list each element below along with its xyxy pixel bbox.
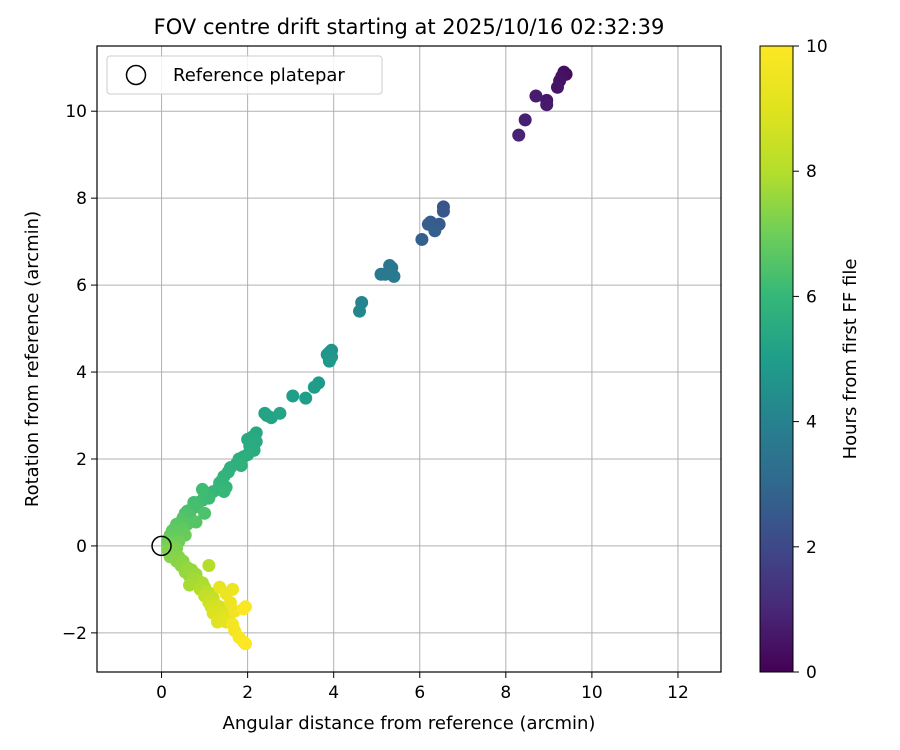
data-point xyxy=(353,304,367,318)
colorbar-tick-label: 4 xyxy=(806,413,817,433)
data-point xyxy=(550,80,564,94)
data-point xyxy=(202,558,216,572)
x-tick-label: 6 xyxy=(414,683,425,703)
colorbar-tick-label: 0 xyxy=(806,663,817,683)
data-point xyxy=(286,389,300,403)
legend-label-reference: Reference platepar xyxy=(173,65,345,86)
x-tick-label: 12 xyxy=(667,683,689,703)
x-tick-label: 0 xyxy=(156,683,167,703)
colorbar xyxy=(759,45,794,673)
y-tick-label: 8 xyxy=(76,189,87,209)
x-axis-ticks: 0 2 4 6 8 10 12 xyxy=(156,672,689,703)
data-point xyxy=(436,204,450,218)
data-point xyxy=(226,582,240,596)
data-point xyxy=(238,637,252,651)
data-point xyxy=(307,380,321,394)
colorbar-tick-label: 6 xyxy=(806,287,817,307)
plot-frame xyxy=(96,45,722,673)
data-point xyxy=(195,482,209,496)
legend-marker-reference xyxy=(125,64,147,86)
data-point xyxy=(234,459,248,473)
data-point xyxy=(322,354,336,368)
x-tick-label: 2 xyxy=(242,683,253,703)
y-tick-label: 6 xyxy=(76,276,87,296)
x-tick-label: 8 xyxy=(500,683,511,703)
x-tick-label: 10 xyxy=(581,683,603,703)
colorbar-tick-label: 10 xyxy=(806,37,828,57)
y-tick-label: −2 xyxy=(62,624,87,644)
data-point xyxy=(273,406,287,420)
data-point xyxy=(529,89,543,103)
colorbar-ticks: 0 2 4 6 8 10 xyxy=(793,37,828,683)
y-axis-label: Rotation from reference (arcmin) xyxy=(22,211,43,507)
data-point xyxy=(540,98,554,112)
data-point xyxy=(387,269,401,283)
y-axis-ticks: −2 0 2 4 6 8 10 xyxy=(62,102,97,644)
y-tick-label: 4 xyxy=(76,363,87,383)
legend-box xyxy=(106,55,383,95)
colorbar-tick-label: 8 xyxy=(806,162,817,182)
y-tick-label: 0 xyxy=(76,537,87,557)
grid xyxy=(97,46,721,672)
data-point xyxy=(512,128,526,142)
data-point xyxy=(518,113,532,127)
data-point xyxy=(183,578,197,592)
reference-marker-group xyxy=(151,535,172,557)
x-axis-label: Angular distance from reference (arcmin) xyxy=(223,713,596,734)
reference-platepar-marker xyxy=(151,535,172,557)
data-point xyxy=(415,232,429,246)
data-points xyxy=(161,65,573,651)
data-point xyxy=(198,506,212,520)
x-tick-label: 4 xyxy=(328,683,339,703)
y-tick-label: 10 xyxy=(65,102,87,122)
data-point xyxy=(428,224,442,238)
colorbar-tick-label: 2 xyxy=(806,538,817,558)
y-tick-label: 2 xyxy=(76,450,87,470)
colorbar-label: Hours from first FF file xyxy=(840,259,861,460)
data-point xyxy=(217,485,231,499)
data-point xyxy=(238,600,252,614)
data-point xyxy=(299,391,313,405)
chart-title: FOV centre drift starting at 2025/10/16 … xyxy=(154,15,665,39)
legend: Reference platepar xyxy=(106,55,383,95)
